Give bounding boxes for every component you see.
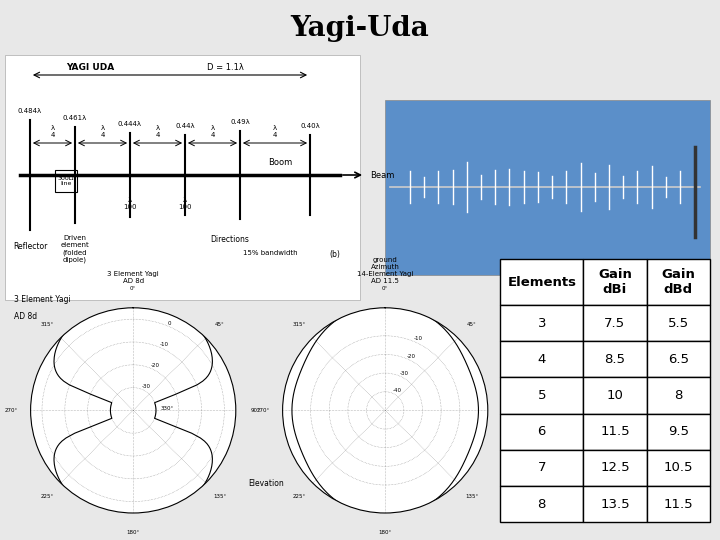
Text: 12.5: 12.5 (600, 461, 630, 475)
Text: 15% bandwidth: 15% bandwidth (243, 250, 297, 256)
Text: λ
4: λ 4 (273, 125, 277, 138)
Text: 3 Element Yagi: 3 Element Yagi (14, 295, 71, 305)
Text: 10.5: 10.5 (664, 461, 693, 475)
Text: λ
4: λ 4 (50, 125, 55, 138)
Title: ground
Azimuth
14-Element Yagi
AD 11.5: ground Azimuth 14-Element Yagi AD 11.5 (357, 257, 413, 284)
Text: 0.461λ: 0.461λ (63, 115, 87, 121)
Text: Driven
element
(folded
dipole): Driven element (folded dipole) (60, 235, 89, 263)
Text: Directions: Directions (210, 235, 249, 244)
Text: 300Ω
line: 300Ω line (58, 176, 74, 186)
Text: (b): (b) (330, 250, 341, 259)
Text: 8.5: 8.5 (604, 353, 626, 366)
Text: 4: 4 (538, 353, 546, 366)
Text: 9.5: 9.5 (667, 425, 689, 438)
Text: Elevation: Elevation (248, 479, 284, 488)
Text: 0.44λ: 0.44λ (175, 123, 195, 129)
Text: 0.444λ: 0.444λ (118, 121, 142, 127)
Text: 8: 8 (538, 497, 546, 511)
Text: λ
4: λ 4 (210, 125, 215, 138)
Text: Gain
dBi: Gain dBi (598, 268, 632, 296)
Bar (55, 170, 77, 192)
Text: λ
100: λ 100 (179, 197, 192, 210)
Text: 3: 3 (538, 316, 546, 330)
Text: Beam: Beam (370, 171, 395, 179)
Text: Elements: Elements (508, 275, 576, 289)
Text: 6: 6 (538, 425, 546, 438)
Text: Yagi-Uda: Yagi-Uda (291, 15, 429, 42)
Text: 7.5: 7.5 (604, 316, 626, 330)
Text: Reflector: Reflector (13, 242, 48, 251)
Text: 6.5: 6.5 (667, 353, 689, 366)
Bar (385, 100, 710, 275)
Text: 0.40λ: 0.40λ (300, 123, 320, 129)
Bar (5, 55, 360, 300)
Title: 3 Element Yagi
AD 8d: 3 Element Yagi AD 8d (107, 271, 159, 284)
Text: 13.5: 13.5 (600, 497, 630, 511)
Text: 5: 5 (538, 389, 546, 402)
Text: 330°: 330° (161, 407, 174, 411)
Text: 0.49λ: 0.49λ (230, 119, 250, 125)
Text: D = 1.1λ: D = 1.1λ (207, 63, 243, 71)
Text: Boom: Boom (268, 158, 292, 167)
Text: 5.5: 5.5 (667, 316, 689, 330)
Text: YAGI UDA: YAGI UDA (66, 63, 114, 71)
Text: λ
4: λ 4 (156, 125, 160, 138)
Text: 11.5: 11.5 (663, 497, 693, 511)
Text: AD 8d: AD 8d (14, 312, 37, 321)
Text: 0.484λ: 0.484λ (18, 108, 42, 114)
Text: λ
4: λ 4 (100, 125, 104, 138)
Text: 7: 7 (538, 461, 546, 475)
Text: 8: 8 (674, 389, 683, 402)
Text: 11.5: 11.5 (600, 425, 630, 438)
Text: Gain
dBd: Gain dBd (661, 268, 696, 296)
Text: λ
100: λ 100 (123, 197, 137, 210)
Text: 10: 10 (606, 389, 624, 402)
